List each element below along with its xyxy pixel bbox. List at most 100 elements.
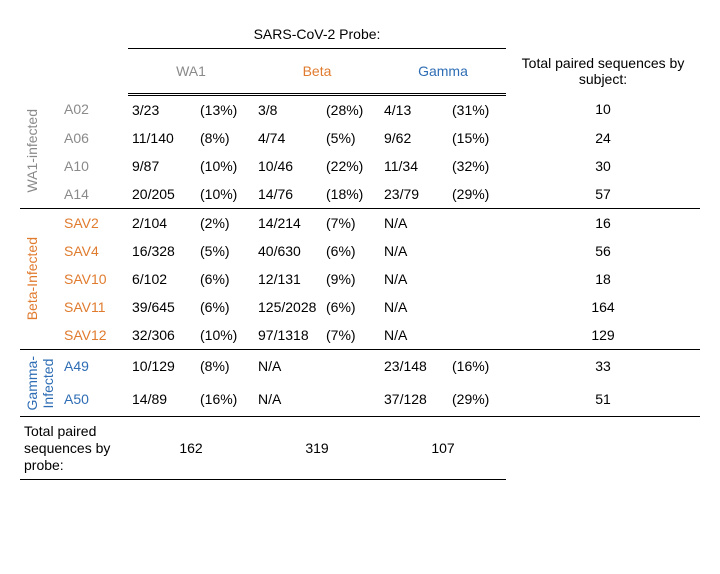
cell-frac: 11/34	[380, 152, 448, 180]
cell-frac: 32/306	[128, 321, 196, 350]
footer-label: Total paired sequences by probe:	[20, 417, 128, 480]
cell-total: 164	[506, 293, 700, 321]
cell-pct: (8%)	[196, 124, 254, 152]
col-header-gamma: Gamma	[380, 49, 506, 95]
cell-pct: (5%)	[322, 124, 380, 152]
cell-pct: (16%)	[196, 383, 254, 417]
cell-total: 24	[506, 124, 700, 152]
cell-pct: (18%)	[322, 180, 380, 209]
cell-pct	[448, 321, 506, 350]
cell-frac: 12/131	[254, 265, 322, 293]
cell-total: 129	[506, 321, 700, 350]
row-id: A14	[60, 180, 128, 209]
cell-frac: 20/205	[128, 180, 196, 209]
cell-frac: 4/13	[380, 94, 448, 124]
cell-frac: 14/89	[128, 383, 196, 417]
cell-total: 33	[506, 349, 700, 383]
row-id: SAV12	[60, 321, 128, 350]
row-id: SAV10	[60, 265, 128, 293]
cell-frac: 39/645	[128, 293, 196, 321]
row-id: A06	[60, 124, 128, 152]
cell-pct: (10%)	[196, 180, 254, 209]
row-id: A02	[60, 94, 128, 124]
cell-frac: 9/62	[380, 124, 448, 152]
cell-frac: 14/214	[254, 208, 322, 237]
cell-frac: 3/8	[254, 94, 322, 124]
cell-frac: N/A	[380, 237, 448, 265]
cell-pct: (7%)	[322, 321, 380, 350]
cell-frac: 23/148	[380, 349, 448, 383]
cell-total: 16	[506, 208, 700, 237]
cell-pct: (6%)	[322, 237, 380, 265]
cell-pct: (7%)	[322, 208, 380, 237]
cell-frac: N/A	[380, 321, 448, 350]
cell-pct: (5%)	[196, 237, 254, 265]
cell-frac: 10/129	[128, 349, 196, 383]
cell-pct: (8%)	[196, 349, 254, 383]
cell-pct: (22%)	[322, 152, 380, 180]
cell-pct: (15%)	[448, 124, 506, 152]
cell-pct	[322, 349, 380, 383]
cell-frac: N/A	[254, 349, 322, 383]
cell-frac: N/A	[254, 383, 322, 417]
cell-pct: (29%)	[448, 383, 506, 417]
cell-frac: 16/328	[128, 237, 196, 265]
cell-pct	[448, 208, 506, 237]
cell-frac: 10/46	[254, 152, 322, 180]
cell-frac: 125/2028	[254, 293, 322, 321]
cell-pct: (10%)	[196, 152, 254, 180]
cell-pct: (6%)	[196, 265, 254, 293]
row-id: A50	[60, 383, 128, 417]
col-header-beta: Beta	[254, 49, 380, 95]
cell-pct	[448, 265, 506, 293]
cell-frac: 2/104	[128, 208, 196, 237]
cell-frac: 9/87	[128, 152, 196, 180]
cell-frac: 14/76	[254, 180, 322, 209]
cell-frac: 3/23	[128, 94, 196, 124]
cell-total: 18	[506, 265, 700, 293]
cell-total: 57	[506, 180, 700, 209]
cell-frac: 6/102	[128, 265, 196, 293]
cell-pct	[448, 237, 506, 265]
cell-total: 10	[506, 94, 700, 124]
cell-pct: (6%)	[322, 293, 380, 321]
col-header-wa1: WA1	[128, 49, 254, 95]
probe-table: SARS-CoV-2 Probe: WA1 Beta Gamma Total p…	[20, 20, 700, 480]
cell-frac: 97/1318	[254, 321, 322, 350]
cell-frac: N/A	[380, 265, 448, 293]
cell-pct	[322, 383, 380, 417]
cell-frac: 4/74	[254, 124, 322, 152]
group-label-wa1: WA1-infected	[24, 109, 40, 193]
row-id: SAV2	[60, 208, 128, 237]
cell-pct	[448, 293, 506, 321]
cell-pct: (28%)	[322, 94, 380, 124]
footer-wa1: 162	[128, 417, 254, 480]
cell-pct: (10%)	[196, 321, 254, 350]
cell-frac: 11/140	[128, 124, 196, 152]
cell-pct: (29%)	[448, 180, 506, 209]
cell-total: 30	[506, 152, 700, 180]
cell-pct: (9%)	[322, 265, 380, 293]
cell-frac: 23/79	[380, 180, 448, 209]
cell-pct: (16%)	[448, 349, 506, 383]
footer-gamma: 107	[380, 417, 506, 480]
probe-title: SARS-CoV-2 Probe:	[128, 20, 506, 49]
cell-pct: (2%)	[196, 208, 254, 237]
cell-total: 56	[506, 237, 700, 265]
group-label-gamma: Gamma- Infected	[24, 356, 56, 410]
col-header-total: Total paired sequences by subject:	[506, 49, 700, 95]
row-id: A49	[60, 349, 128, 383]
row-id: A10	[60, 152, 128, 180]
cell-frac: N/A	[380, 293, 448, 321]
cell-pct: (32%)	[448, 152, 506, 180]
cell-frac: 37/128	[380, 383, 448, 417]
cell-pct: (13%)	[196, 94, 254, 124]
cell-total: 51	[506, 383, 700, 417]
footer-beta: 319	[254, 417, 380, 480]
cell-frac: 40/630	[254, 237, 322, 265]
cell-pct: (31%)	[448, 94, 506, 124]
row-id: SAV11	[60, 293, 128, 321]
row-id: SAV4	[60, 237, 128, 265]
group-label-beta: Beta-Infected	[24, 237, 40, 320]
cell-pct: (6%)	[196, 293, 254, 321]
